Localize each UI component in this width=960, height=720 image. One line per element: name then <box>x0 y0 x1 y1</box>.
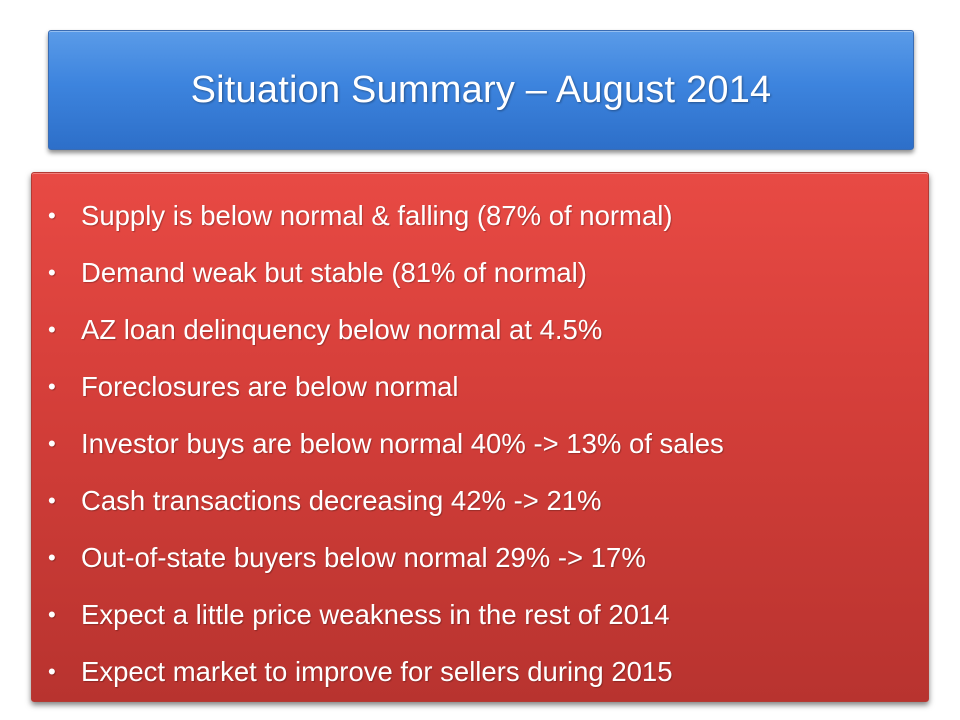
bullet-text: Investor buys are below normal 40% -> 13… <box>81 427 724 459</box>
bullet-item: • Demand weak but stable (81% of normal) <box>46 244 924 301</box>
bullet-item: • Supply is below normal & falling (87% … <box>46 187 924 244</box>
bullet-text: Cash transactions decreasing 42% -> 21% <box>81 484 602 516</box>
bullet-text: Expect a little price weakness in the re… <box>81 598 670 630</box>
bullet-icon: • <box>48 430 56 456</box>
bullet-item: • Out-of-state buyers below normal 29% -… <box>46 529 924 586</box>
bullet-item: • Expect a little price weakness in the … <box>46 586 924 643</box>
bullet-item: • Foreclosures are below normal <box>46 358 924 415</box>
bullet-item: • Cash transactions decreasing 42% -> 21… <box>46 472 924 529</box>
bullet-icon: • <box>48 259 56 285</box>
bullet-text: Expect market to improve for sellers dur… <box>81 655 673 687</box>
bullet-text: AZ loan delinquency below normal at 4.5% <box>81 313 603 345</box>
bullet-icon: • <box>48 601 56 627</box>
bullet-icon: • <box>48 373 56 399</box>
bullet-icon: • <box>48 202 56 228</box>
bullet-item: • Investor buys are below normal 40% -> … <box>46 415 924 472</box>
bullet-text: Demand weak but stable (81% of normal) <box>81 256 587 288</box>
bullet-text: Supply is below normal & falling (87% of… <box>81 199 673 231</box>
content-box: • Supply is below normal & falling (87% … <box>31 172 929 702</box>
bullet-icon: • <box>48 316 56 342</box>
bullet-text: Out-of-state buyers below normal 29% -> … <box>81 541 646 573</box>
bullet-item: • Expect market to improve for sellers d… <box>46 643 924 700</box>
bullet-icon: • <box>48 658 56 684</box>
bullet-item: • AZ loan delinquency below normal at 4.… <box>46 301 924 358</box>
slide-title: Situation Summary – August 2014 <box>190 68 772 111</box>
bullet-icon: • <box>48 487 56 513</box>
bullet-icon: • <box>48 544 56 570</box>
bullet-text: Foreclosures are below normal <box>81 370 459 402</box>
bullet-list: • Supply is below normal & falling (87% … <box>46 187 924 700</box>
title-box: Situation Summary – August 2014 <box>48 30 914 150</box>
